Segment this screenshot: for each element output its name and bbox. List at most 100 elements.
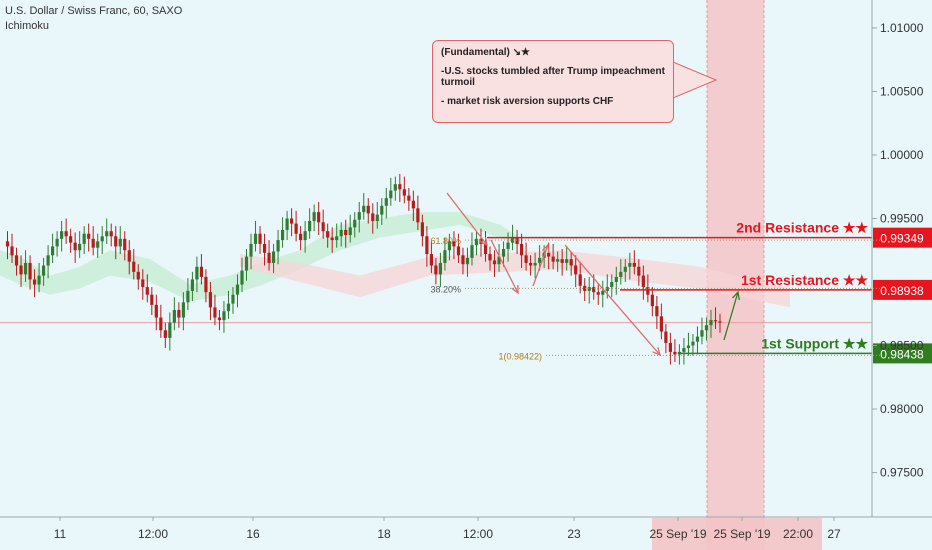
candle-body (154, 304, 158, 318)
y-tick-label: 0.98500 (880, 339, 924, 353)
arrow-down-2 (490, 239, 519, 294)
candle-body (28, 262, 32, 280)
candle-body (199, 266, 204, 277)
candle-body (456, 246, 461, 256)
candle-body (655, 306, 659, 317)
candle-body (136, 271, 140, 280)
candle-body (551, 256, 555, 262)
candle-body (659, 316, 663, 332)
symbol-title: U.S. Dollar / Swiss Franc, 60, SAXO (5, 5, 183, 17)
candle-body (127, 250, 131, 262)
candle-body (321, 222, 325, 232)
candle-body (195, 266, 199, 280)
candle-body (393, 184, 397, 191)
candle-body (222, 311, 226, 321)
candle-body (650, 294, 654, 307)
candle-body (335, 236, 339, 241)
level-label-3: 1st Support ★★ (761, 335, 868, 351)
candle-body (538, 257, 542, 263)
candle-body (10, 246, 14, 256)
candle-body (375, 214, 379, 222)
candle-body (429, 254, 433, 266)
candle-body (587, 287, 591, 291)
candle-body (565, 259, 569, 263)
candle-body (87, 233, 91, 239)
x-tick-label: 12:00 (138, 527, 168, 541)
candle-body (492, 260, 497, 265)
candle-body (60, 231, 64, 239)
candle-body (132, 261, 136, 272)
candle-body (91, 238, 95, 248)
candle-body (488, 254, 492, 261)
candle-body (623, 266, 627, 272)
level-label-2: 1st Resistance ★★ (741, 272, 868, 288)
candle-body (303, 231, 307, 241)
arrow-down-2-head (511, 284, 519, 295)
candle-body (141, 279, 145, 288)
candle-body (150, 294, 154, 305)
candle-body (389, 190, 393, 199)
candle-body (461, 255, 465, 265)
candle-body (181, 302, 185, 318)
candle-body (276, 240, 280, 252)
candle-body (673, 351, 677, 355)
x-tick-label: 11 (54, 527, 67, 541)
candle-body (317, 212, 321, 223)
x-tick-label: 25 Sep '19 (649, 527, 706, 541)
x-tick-label: 18 (377, 527, 391, 541)
candle-body (258, 233, 262, 244)
candle-body (695, 336, 700, 342)
candle-body (583, 285, 587, 291)
candle-body (569, 259, 573, 266)
arrow-up-1-head (541, 243, 550, 254)
candle-body (533, 262, 537, 266)
candle-body (19, 265, 23, 275)
candle-body (163, 330, 167, 338)
candle-body (416, 208, 420, 223)
y-tick-label: 0.98000 (880, 402, 924, 416)
candle-body (632, 262, 636, 267)
candle-body (709, 320, 713, 326)
arrow-up-green (723, 291, 739, 341)
candle-body (37, 275, 41, 285)
candle-body (290, 218, 294, 224)
candle-body (69, 236, 73, 243)
candle-body (515, 237, 519, 244)
level-price-box-1 (873, 227, 932, 248)
candle-body (78, 243, 82, 251)
candle-body (713, 320, 718, 322)
level-price-label-1: 0.99349 (880, 232, 924, 246)
candle-body (118, 238, 122, 247)
x-tick-label: 23 (567, 527, 581, 541)
candle-body (100, 236, 104, 242)
candle-body (637, 266, 641, 276)
candle-body (677, 351, 682, 355)
x-tick-label: 16 (246, 527, 260, 541)
candle-body (326, 231, 330, 238)
candle-body (452, 241, 456, 247)
candle-body (267, 252, 271, 263)
candle-body (253, 233, 258, 244)
fib-label-2: 38.20% (430, 284, 461, 294)
candle-body (64, 231, 68, 237)
candle-body (704, 325, 709, 331)
x-tick-label: 27 (827, 527, 841, 541)
candle-body (159, 317, 163, 331)
candle-body (353, 219, 357, 228)
candle-body (204, 276, 208, 293)
candle-body (574, 265, 578, 275)
candle-body (438, 262, 443, 275)
candle-body (420, 222, 424, 237)
candle-body (407, 195, 411, 201)
candle-body (619, 271, 623, 277)
candle-body (547, 252, 551, 257)
x-tick-label: 22:00 (783, 527, 813, 541)
candle-body (271, 251, 276, 263)
candle-body (23, 262, 28, 275)
candle-body (398, 184, 402, 190)
fundamental-note: (Fundamental) ↘★ -U.S. stocks tumbled af… (432, 40, 674, 123)
candle-body (470, 245, 474, 258)
note-line-2: - market risk aversion supports CHF (441, 96, 614, 107)
candle-body (682, 348, 686, 352)
candle-body (285, 218, 289, 230)
